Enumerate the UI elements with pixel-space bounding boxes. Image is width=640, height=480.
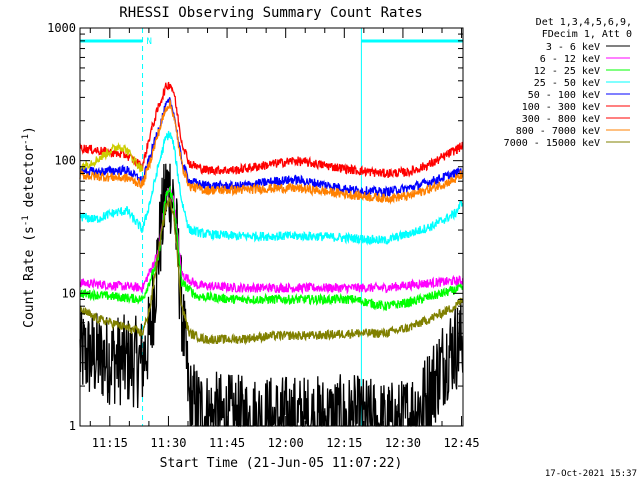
series-line-3 [79, 130, 464, 246]
legend-label: 50 - 100 keV [528, 90, 600, 101]
x-tick-label: 12:15 [326, 436, 362, 450]
series-line-1 [79, 187, 464, 295]
legend-label: 12 - 25 keV [534, 66, 600, 77]
chart-title: RHESSI Observing Summary Count Rates [119, 5, 422, 21]
legend-label: 25 - 50 keV [534, 78, 600, 89]
legend-label: 100 - 300 keV [522, 102, 600, 113]
series-line-5 [79, 81, 464, 179]
legend-label: 7000 - 15000 keV [504, 138, 600, 149]
series-line-9 [79, 142, 144, 173]
series-line-0 [79, 163, 464, 428]
series-line-4 [79, 97, 464, 198]
y-tick-label: 10 [62, 286, 76, 300]
footer-timestamp: 17-Oct-2021 15:37 [545, 469, 637, 479]
legend-header-line: Det 1,3,4,5,6,9, [536, 17, 632, 28]
plot-frame [79, 27, 464, 427]
legend: Det 1,3,4,5,6,9,FDecim 1, Att 0 3 - 6 keV… [504, 17, 632, 149]
y-tick-label: 100 [54, 154, 76, 168]
series-line-7 [79, 99, 464, 205]
night-marker-label: N [147, 37, 152, 47]
y-tick-label: 1 [69, 419, 76, 433]
x-tick-label: 12:45 [443, 436, 479, 450]
legend-label: 800 - 7000 keV [516, 126, 600, 137]
legend-label: 3 - 6 keV [546, 42, 600, 53]
y-axis: 1 10 100 1000 [47, 21, 463, 433]
x-tick-label: 11:30 [150, 436, 186, 450]
series-line-2 [79, 185, 464, 312]
x-axis-label: Start Time (21-Jun-05 11:07:22) [160, 456, 403, 471]
x-tick-label: 12:00 [268, 436, 304, 450]
series-line-8 [79, 197, 464, 346]
x-tick-label: 11:15 [92, 436, 128, 450]
y-tick-label: 1000 [47, 21, 76, 35]
series-group [79, 81, 464, 428]
legend-label: 300 - 800 keV [522, 114, 600, 125]
x-axis: 11:15 11:30 11:45 12:00 12:15 12:30 12:45 [89, 28, 480, 450]
y-axis-label: Count Rate (s-1 detector-1) [21, 126, 37, 328]
legend-header-line: FDecim 1, Att 0 [542, 29, 632, 40]
x-tick-label: 11:45 [209, 436, 245, 450]
legend-label: 6 - 12 keV [540, 54, 600, 65]
x-tick-label: 12:30 [385, 436, 421, 450]
